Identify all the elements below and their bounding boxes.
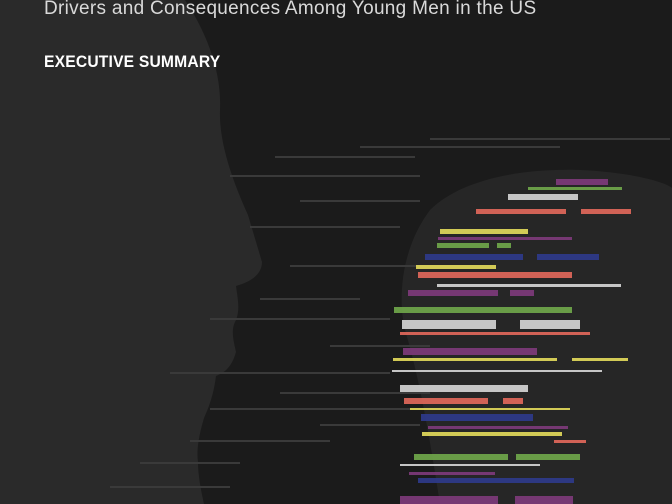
background-streak [140, 462, 240, 464]
glitch-bar [400, 332, 590, 335]
glitch-bar [422, 432, 562, 436]
glitch-bar [400, 385, 528, 392]
glitch-bar [409, 472, 495, 475]
glitch-bar [437, 243, 489, 248]
background-streak [360, 146, 560, 148]
glitch-bar [393, 358, 557, 361]
glitch-bar [394, 307, 572, 313]
glitch-bar [516, 454, 580, 460]
right-head-shape [401, 169, 672, 504]
glitch-bar [528, 187, 622, 190]
glitch-bar [520, 320, 580, 329]
glitch-bars [392, 179, 631, 504]
glitch-bar [418, 478, 574, 483]
glitch-bar [437, 284, 621, 287]
glitch-bar [556, 179, 608, 185]
glitch-bar [503, 398, 523, 404]
glitch-bar [402, 320, 496, 329]
glitch-bar [404, 398, 488, 404]
glitch-bar [403, 348, 537, 355]
glitch-bar [476, 209, 566, 214]
background-streak [275, 156, 415, 158]
background-streak [230, 175, 420, 177]
background-streak [300, 200, 420, 202]
glitch-bar [400, 496, 498, 504]
glitch-bar [421, 414, 533, 421]
background-streak [290, 265, 460, 267]
glitch-bar [572, 358, 628, 361]
background-streak [320, 424, 420, 426]
glitch-bar [497, 243, 511, 248]
glitch-bar [440, 229, 528, 234]
glitch-bar [425, 254, 523, 260]
glitch-bar [510, 290, 534, 296]
background-streak [190, 440, 330, 442]
cover-subtitle: Drivers and Consequences Among Young Men… [44, 0, 537, 19]
glitch-bar [428, 426, 568, 429]
background-streak [250, 226, 400, 228]
glitch-bar [554, 440, 586, 443]
glitch-bar [537, 254, 599, 260]
glitch-bar [508, 194, 578, 200]
glitch-bar [438, 237, 572, 240]
glitch-bar [400, 464, 540, 466]
glitch-bar [414, 454, 508, 460]
background-streak [280, 392, 430, 394]
background-streak [430, 138, 670, 140]
glitch-bar [408, 290, 498, 296]
background-streak [260, 298, 360, 300]
background-streak [330, 345, 430, 347]
glitch-bar [515, 496, 573, 504]
glitch-bar [418, 272, 572, 278]
background-streaks [110, 138, 670, 488]
glitch-bar [416, 265, 496, 269]
background-streak [210, 318, 390, 320]
background-streak [110, 486, 230, 488]
background-streak [210, 408, 410, 410]
glitch-bar [392, 370, 602, 372]
executive-summary-heading: EXECUTIVE SUMMARY [44, 52, 221, 71]
glitch-bar [581, 209, 631, 214]
glitch-bar [410, 408, 570, 410]
background-streak [170, 372, 390, 374]
profile-silhouette [0, 0, 262, 504]
